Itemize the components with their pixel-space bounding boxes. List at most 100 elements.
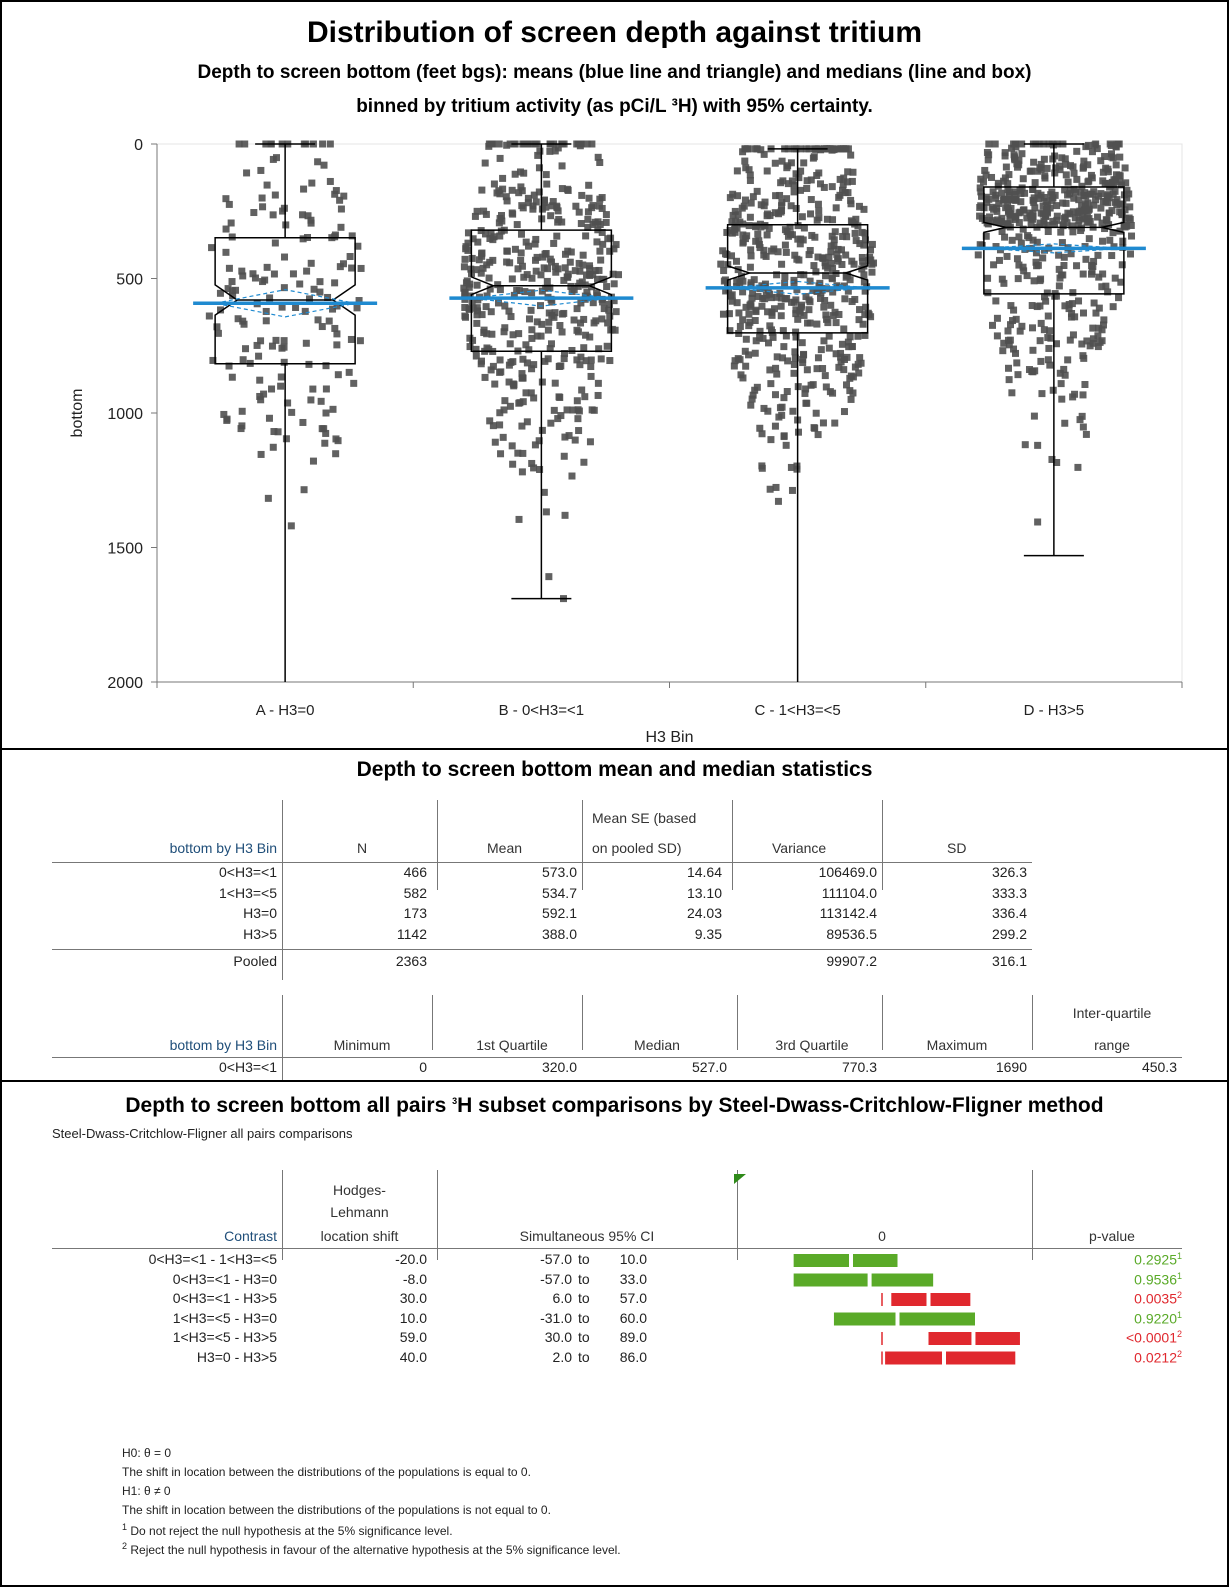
data-point — [781, 226, 789, 234]
data-point — [588, 406, 596, 414]
data-point — [756, 327, 764, 335]
data-point — [807, 196, 815, 204]
data-point — [514, 449, 522, 457]
data-point — [1045, 344, 1053, 352]
data-point — [213, 323, 221, 331]
cell-ci-to: to — [578, 1290, 590, 1306]
data-point — [469, 235, 477, 243]
data-point — [610, 280, 618, 288]
data-point — [1061, 371, 1069, 379]
footnote-2-text: Reject the null hypothesis in favour of … — [127, 1543, 621, 1557]
data-point — [1027, 219, 1035, 227]
data-point — [814, 431, 822, 439]
data-point — [726, 194, 734, 202]
data-point — [855, 202, 863, 210]
data-point — [1088, 148, 1096, 156]
contrast-label: H3=0 - H3>5 — [196, 1348, 277, 1365]
data-point — [1090, 257, 1098, 265]
data-point — [262, 307, 270, 315]
data-point — [787, 202, 795, 210]
data-point — [518, 262, 526, 270]
data-point — [481, 373, 489, 381]
data-point — [510, 291, 518, 299]
data-point — [539, 253, 547, 261]
data-point — [747, 401, 755, 409]
data-point — [336, 196, 344, 204]
data-point — [832, 319, 840, 327]
data-point — [473, 207, 481, 215]
data-point — [543, 180, 551, 188]
data-point — [509, 210, 517, 218]
data-point — [519, 374, 527, 382]
data-point — [251, 274, 259, 282]
data-point — [575, 259, 583, 267]
data-point — [255, 352, 263, 360]
data-point — [331, 324, 339, 332]
data-point — [1012, 349, 1020, 357]
data-point — [793, 286, 801, 294]
data-point — [222, 248, 230, 256]
data-point — [355, 297, 363, 305]
cell-variance: 89536.5 — [826, 925, 877, 942]
data-point — [1063, 219, 1071, 227]
data-point — [487, 366, 495, 374]
data-point — [765, 339, 773, 347]
data-point — [322, 429, 330, 437]
data-point — [1044, 228, 1052, 236]
data-point — [985, 140, 993, 148]
data-point — [776, 191, 784, 199]
data-point — [1094, 213, 1102, 221]
data-point — [760, 150, 768, 158]
data-point — [495, 140, 503, 148]
data-point — [566, 258, 574, 266]
data-point — [299, 235, 307, 243]
data-point — [501, 397, 509, 405]
cell-ci-low: 30.0 — [544, 1329, 572, 1345]
data-point — [763, 167, 771, 175]
data-point — [521, 288, 529, 296]
data-point — [790, 188, 798, 196]
data-point — [803, 366, 811, 374]
data-point — [520, 169, 528, 177]
data-point — [296, 280, 304, 288]
data-point — [848, 343, 856, 351]
data-point — [511, 170, 519, 178]
data-point — [803, 177, 811, 185]
data-point — [530, 361, 538, 369]
data-point — [766, 366, 774, 374]
data-point — [739, 277, 747, 285]
data-point — [501, 324, 509, 332]
data-point — [468, 254, 476, 262]
data-point — [818, 286, 826, 294]
data-point — [1095, 324, 1103, 332]
data-point — [984, 156, 992, 164]
data-point — [532, 267, 540, 275]
data-point — [1102, 282, 1110, 290]
data-point — [593, 292, 601, 300]
data-point — [992, 297, 1000, 305]
data-point — [1097, 204, 1105, 212]
table-divider — [282, 800, 283, 980]
data-point — [1053, 216, 1061, 224]
data-point — [1126, 203, 1134, 211]
data-point — [778, 260, 786, 268]
data-point — [1010, 306, 1018, 314]
data-point — [1021, 189, 1029, 197]
data-point — [783, 195, 791, 203]
data-point — [1007, 302, 1015, 310]
data-point — [1055, 265, 1063, 273]
chart-subtitle-line2: binned by tritium activity (as pCi/L ³H)… — [356, 96, 873, 117]
data-point — [753, 187, 761, 195]
data-point — [720, 267, 728, 275]
data-point — [486, 234, 494, 242]
table-divider — [732, 800, 733, 890]
data-point — [594, 275, 602, 283]
data-point — [533, 318, 541, 326]
data-point — [1053, 458, 1061, 466]
data-point — [301, 307, 309, 315]
data-point — [734, 192, 742, 200]
data-point — [1005, 192, 1013, 200]
header-q3: 3rd Quartile — [775, 1037, 849, 1053]
data-point — [1090, 299, 1098, 307]
data-point — [858, 253, 866, 261]
